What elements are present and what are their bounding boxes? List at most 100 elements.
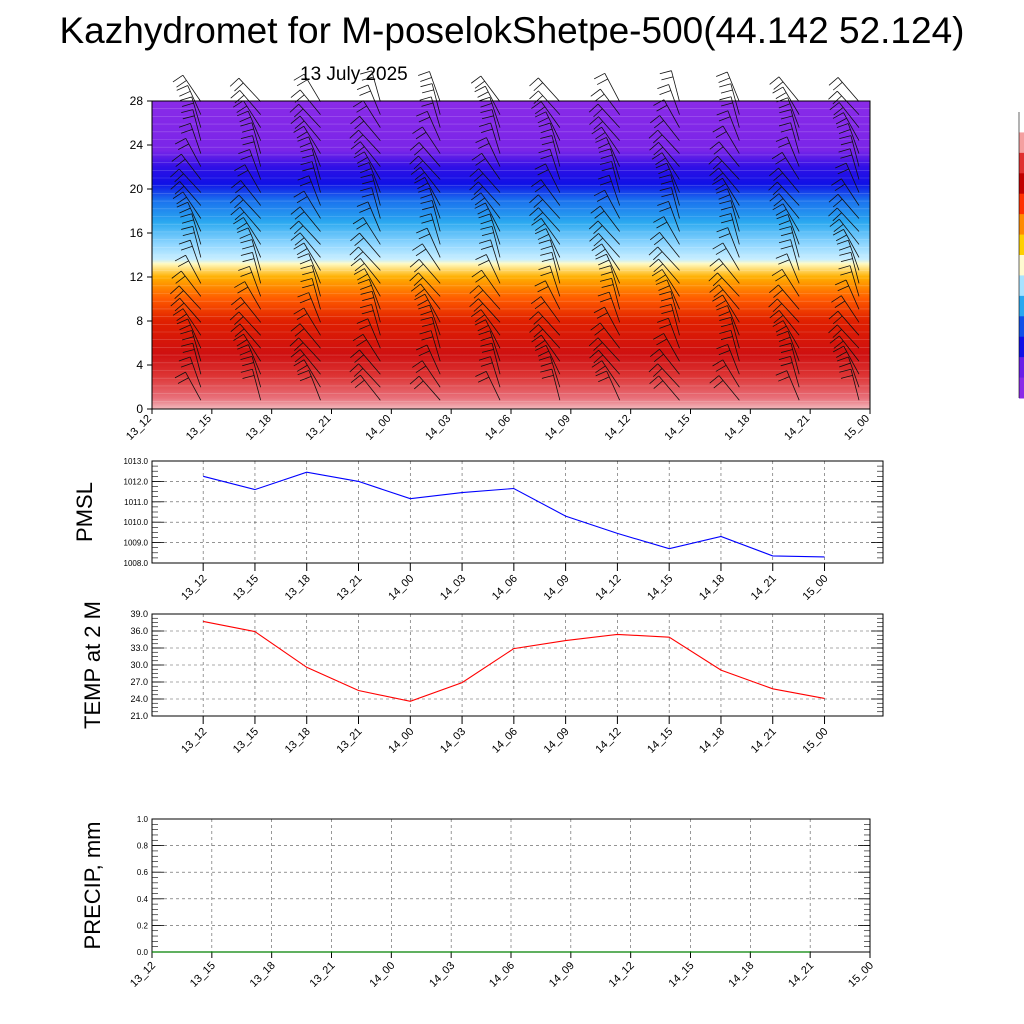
wind-barb [479, 122, 501, 154]
wind-barb [771, 268, 800, 297]
wind-barb [538, 122, 561, 154]
y-tick-label: 30.0 [130, 660, 148, 670]
wind-barb [776, 330, 800, 362]
wind-barb [535, 344, 561, 375]
x-tick-label: 13_18 [283, 726, 313, 756]
wind-barb [768, 181, 800, 206]
wind-barb [176, 318, 202, 349]
wind-barb [297, 253, 321, 284]
x-tick-label: 14_21 [786, 960, 816, 990]
wind-barb [416, 110, 441, 141]
wind-barb [480, 342, 501, 375]
wind-barb [289, 337, 321, 362]
wind-barb [352, 100, 381, 128]
wind-barb [719, 96, 740, 128]
wind-barb [540, 135, 561, 167]
wind-barb [415, 344, 441, 375]
wind-barb [595, 370, 621, 401]
wind-barb [478, 239, 501, 271]
wind-barb [409, 272, 441, 297]
wind-barb [828, 194, 860, 219]
colorbar-segment [1019, 152, 1024, 174]
wind-barb [719, 213, 740, 245]
wind-barb [599, 277, 621, 310]
wind-barb [293, 307, 321, 336]
wind-barb [649, 258, 680, 284]
colorbar-segment [1019, 316, 1024, 338]
wind-barb [709, 258, 740, 284]
x-tick-label: 15_00 [846, 960, 876, 990]
wind-barb [712, 294, 740, 323]
wind-barb [655, 162, 680, 193]
wind-barb [471, 269, 501, 297]
wind-barb [181, 342, 202, 375]
wind-barb [300, 278, 321, 310]
x-tick-label: 14_12 [593, 573, 623, 603]
colorbar-segment [1019, 112, 1024, 133]
wind-barb [828, 77, 860, 102]
wind-barb [350, 232, 381, 258]
contour-line [151, 392, 871, 395]
wind-barb [529, 90, 561, 115]
x-tick-label: 13_12 [179, 573, 209, 603]
wind-barb [708, 272, 740, 297]
wind-barb [531, 218, 561, 245]
y-tick-label: 16 [130, 226, 144, 240]
wind-barb [356, 84, 381, 115]
contour-line [151, 208, 871, 210]
wind-barb [769, 193, 800, 219]
y-tick-label: 24 [130, 138, 144, 152]
x-tick-label: 13_12 [128, 960, 158, 990]
wind-barb [289, 220, 321, 245]
wind-barb [176, 201, 202, 232]
x-tick-label: 14_03 [438, 573, 468, 603]
y-tick-label: 0.6 [137, 868, 149, 877]
wind-barb [709, 141, 740, 167]
wind-barb [350, 349, 381, 375]
y-tick-label: 1011.0 [124, 498, 148, 507]
x-tick-label: 13_15 [231, 573, 261, 603]
wind-barb [236, 110, 262, 141]
wind-barb [240, 135, 262, 167]
colorbar-segment [1019, 357, 1024, 379]
wind-barb [836, 123, 860, 154]
wind-barb [178, 122, 202, 154]
colorbar-segment [1019, 234, 1024, 256]
wind-barb [181, 226, 202, 258]
x-tick-label: 14_15 [645, 573, 675, 603]
wind-barb [240, 368, 262, 401]
wind-barb [180, 96, 202, 128]
y-tick-label: 39.0 [130, 609, 148, 619]
plot-frame [151, 460, 884, 564]
wind-barb [709, 375, 740, 401]
x-tick-label: 14_15 [667, 960, 697, 990]
wind-barb [529, 77, 561, 102]
wind-barb [716, 188, 740, 219]
x-tick-label: 14_09 [543, 413, 573, 443]
wind-barb [475, 137, 501, 167]
wind-barb [171, 153, 202, 180]
wind-barb [775, 253, 800, 284]
x-tick-label: 14_06 [487, 960, 517, 990]
x-tick-label: 13_15 [231, 726, 261, 756]
wind-barb [540, 251, 561, 284]
wind-barb [650, 115, 680, 141]
wind-barb [238, 265, 262, 297]
wind-barb [357, 278, 381, 310]
wind-barb [648, 129, 680, 154]
x-tick-label: 14_21 [749, 573, 779, 603]
x-tick-label: 14_15 [645, 726, 675, 756]
wind-barb [350, 115, 381, 141]
wind-barb [478, 213, 501, 245]
wind-barb [839, 368, 860, 401]
wind-barb [719, 317, 740, 349]
x-tick-label: 14_03 [423, 413, 453, 443]
wind-barb [409, 155, 441, 180]
wind-barb [534, 228, 561, 258]
y-tick-label: 36.0 [130, 626, 148, 636]
x-tick-label: 14_12 [607, 960, 637, 990]
contour-line [151, 262, 871, 264]
y-tick-label: 1009.0 [124, 539, 149, 548]
x-tick-label: 14_06 [483, 413, 513, 443]
wind-barb [231, 180, 261, 206]
